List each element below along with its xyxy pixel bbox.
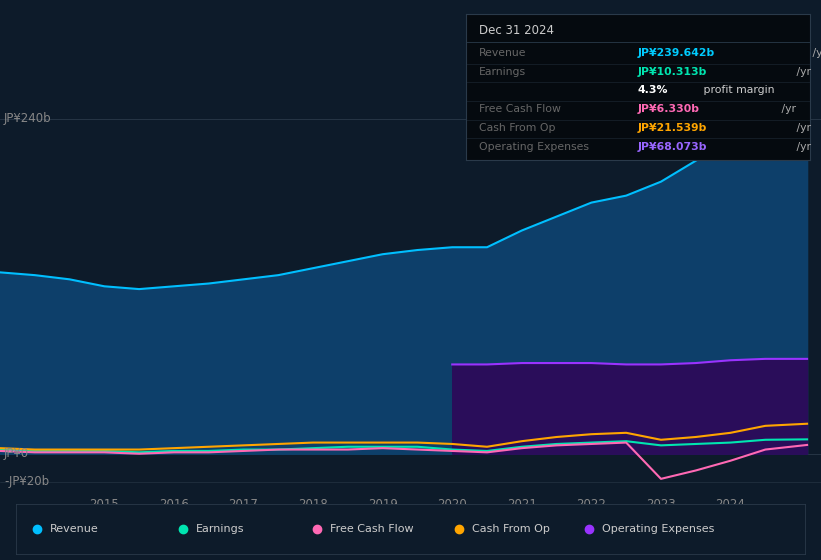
Text: Revenue: Revenue — [50, 524, 99, 534]
Text: Operating Expenses: Operating Expenses — [479, 142, 589, 152]
Text: Earnings: Earnings — [196, 524, 245, 534]
Text: JP¥21.539b: JP¥21.539b — [638, 123, 708, 133]
Text: JP¥240b: JP¥240b — [4, 113, 52, 125]
Text: /yr: /yr — [793, 123, 811, 133]
Text: JP¥10.313b: JP¥10.313b — [638, 67, 708, 77]
Text: JP¥68.073b: JP¥68.073b — [638, 142, 708, 152]
Text: JP¥0: JP¥0 — [4, 447, 30, 460]
Text: /yr: /yr — [793, 67, 811, 77]
Text: Free Cash Flow: Free Cash Flow — [479, 104, 562, 114]
Text: Free Cash Flow: Free Cash Flow — [330, 524, 414, 534]
Text: -JP¥20b: -JP¥20b — [4, 475, 49, 488]
Text: Operating Expenses: Operating Expenses — [602, 524, 714, 534]
Text: /yr: /yr — [809, 48, 821, 58]
Text: profit margin: profit margin — [700, 85, 774, 95]
Text: JP¥6.330b: JP¥6.330b — [638, 104, 700, 114]
Text: Dec 31 2024: Dec 31 2024 — [479, 24, 554, 37]
Text: Cash From Op: Cash From Op — [472, 524, 550, 534]
Text: JP¥239.642b: JP¥239.642b — [638, 48, 715, 58]
Text: /yr: /yr — [793, 142, 811, 152]
Text: Revenue: Revenue — [479, 48, 527, 58]
Text: Cash From Op: Cash From Op — [479, 123, 556, 133]
Text: Earnings: Earnings — [479, 67, 526, 77]
Text: /yr: /yr — [777, 104, 796, 114]
Text: 4.3%: 4.3% — [638, 85, 668, 95]
